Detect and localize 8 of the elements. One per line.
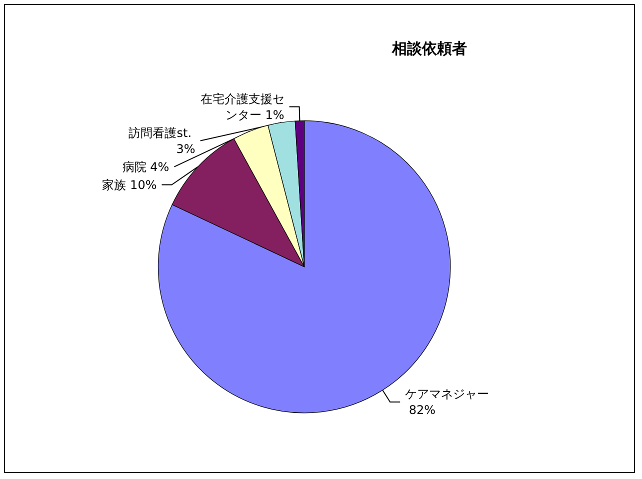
slice-label: 病院 4% — [122, 160, 170, 174]
slice-label: 在宅介護支援センター 1% — [200, 92, 284, 122]
data-label: 82% — [405, 402, 436, 417]
slice-label: ケアマネジャー — [405, 386, 490, 401]
data-label: 3% — [176, 142, 196, 156]
slice-label: 家族 10% — [102, 178, 157, 192]
chart-title: 相談依頼者 — [391, 40, 467, 58]
slice-label: 訪問看護st. — [128, 126, 196, 140]
